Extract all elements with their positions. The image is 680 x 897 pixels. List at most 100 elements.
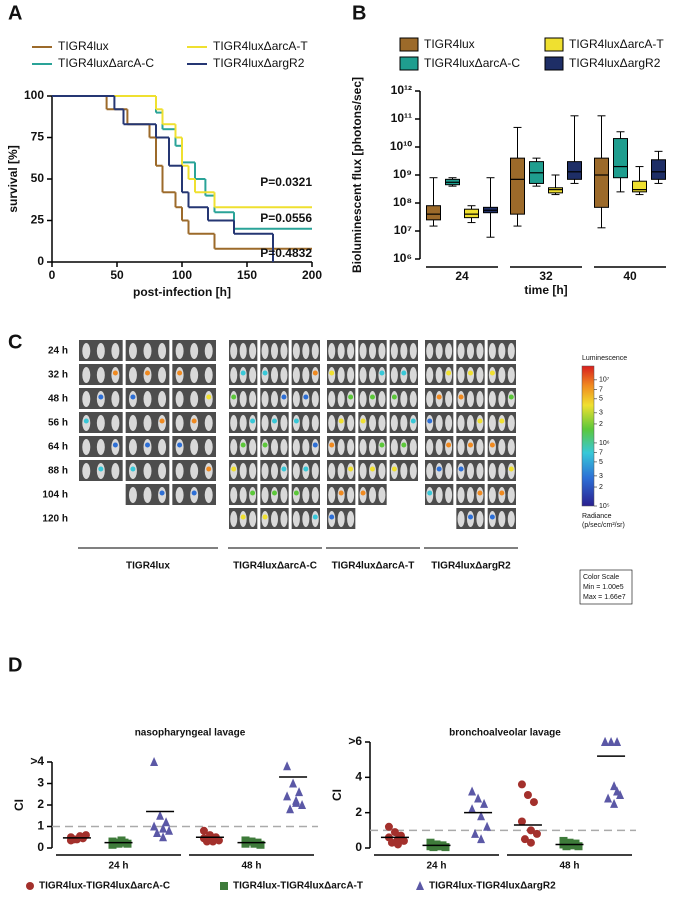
point [298,800,307,809]
mouse [190,391,199,407]
scale-box [579,569,633,605]
signal [281,394,287,400]
signal [262,442,268,448]
mouse [445,463,453,479]
mouse [435,415,443,431]
signal [477,418,483,424]
mouse [390,439,398,455]
point [214,836,223,845]
x-axis-label: post-infection [h] [133,285,231,299]
mouse [249,439,257,455]
mouse [270,463,279,479]
mouse [498,463,506,479]
mouse [158,439,167,455]
mouse [328,343,336,359]
mouse [445,415,453,431]
mouse [128,439,137,455]
point [117,836,126,845]
mouse [270,343,279,359]
signal [272,418,277,424]
point [526,838,535,847]
signal [130,466,136,472]
mouse [498,367,506,383]
mouse [158,343,167,359]
signal [427,490,433,496]
point [601,737,610,746]
mouse [311,343,319,359]
x-tick-label: 100 [172,268,192,282]
signal [446,442,452,448]
mouse [204,487,213,503]
mouse [311,415,319,431]
mouse [457,439,465,455]
point [568,841,577,850]
point [150,821,159,831]
mouse [143,391,152,407]
panel-letter: B [352,2,366,24]
mouse [359,367,367,383]
legend-label: TIGR4lux [424,37,475,51]
mouse [249,511,257,527]
mouse [230,439,238,455]
mouse [128,487,137,503]
mouse [359,439,367,455]
y-tick-label: 0 [37,254,44,268]
mouse [261,343,269,359]
mouse [457,367,465,383]
mouse [249,367,257,383]
signal [360,490,366,496]
legend-label: TIGR4lux-TIGR4luxΔargR2 [429,881,556,892]
signal [191,490,197,496]
mouse [111,463,120,479]
mouse [280,511,288,527]
mouse [96,343,105,359]
row-label: 32 h [48,370,68,381]
mouse [143,415,152,431]
mouse [400,463,408,479]
colorbar-tick-label: 2 [599,484,603,491]
signal [177,442,183,448]
mouse [111,415,120,431]
point [159,832,168,842]
y-tick-label: 2 [37,797,44,811]
point [162,817,171,827]
mouse [466,343,475,359]
mouse [328,391,336,407]
signal [348,394,354,400]
signal [370,466,375,472]
mouse [507,487,515,503]
mouse [249,391,257,407]
mouse [239,415,247,431]
signal [379,442,385,448]
point [165,825,174,835]
signal [231,466,237,472]
mouse [378,487,386,503]
mouse [311,463,319,479]
signal [159,418,165,424]
panel-title: bronchoalveolar lavage [449,728,561,739]
colorbar [581,365,595,507]
point [607,737,616,746]
row-label: 120 h [42,514,68,525]
signal [250,418,256,424]
mouse [230,415,238,431]
y-axis-label: CI [12,799,26,811]
y-tick-label: 2 [355,805,362,819]
mouse [426,343,434,359]
mouse [270,391,279,407]
x-tick-label: 200 [302,268,322,282]
mouse [337,343,345,359]
y-tick-label: 0 [37,840,44,854]
mouse [507,511,515,527]
signal [489,370,495,376]
mouse [292,343,300,359]
point [150,757,159,766]
row-label: 64 h [48,442,68,453]
mouse [143,343,152,359]
point [384,822,393,831]
group-label: TIGR4luxΔargR2 [431,561,511,572]
point [399,836,408,845]
signal [410,418,416,424]
legend-label: TIGR4luxΔarcA-T [213,39,308,53]
